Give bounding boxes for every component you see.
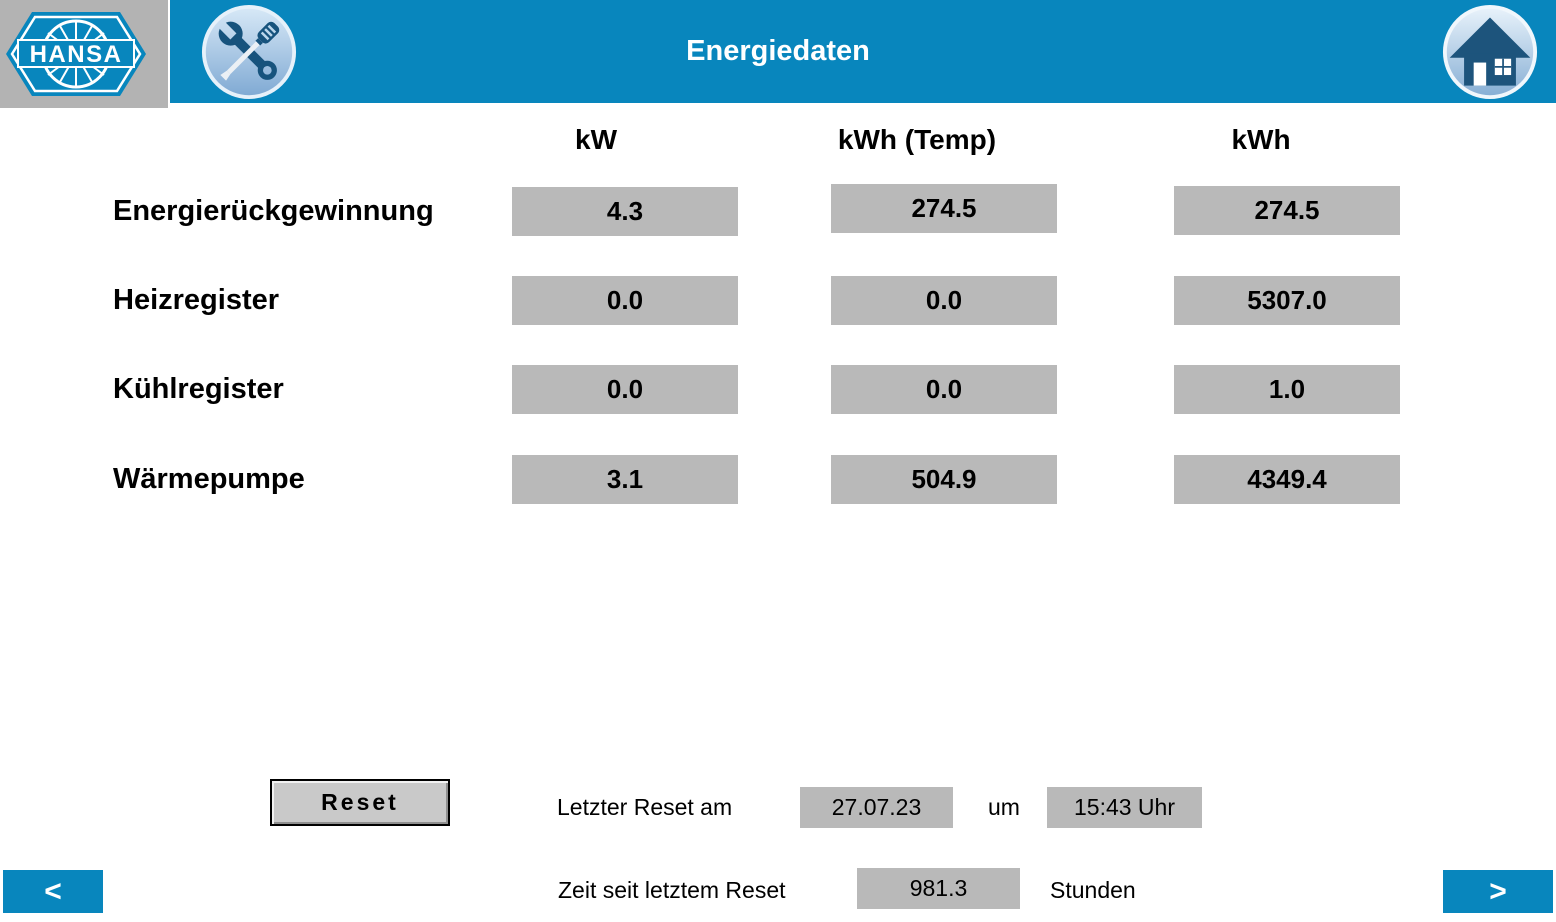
value-field: 274.5: [831, 184, 1057, 233]
hansa-logo-text: HANSA: [30, 41, 123, 68]
home-icon: [1442, 4, 1538, 100]
elapsed-unit-label: Stunden: [1050, 877, 1136, 903]
reset-button[interactable]: Reset: [270, 779, 450, 826]
row-label-waermepumpe: Wärmepumpe: [113, 463, 305, 495]
previous-page-button[interactable]: <: [3, 870, 103, 913]
last-reset-time-field: 15:43 Uhr: [1047, 787, 1202, 828]
column-header-kwh-temp: kWh (Temp): [837, 124, 997, 155]
value-field: 0.0: [512, 276, 738, 325]
value-field: 0.0: [831, 365, 1057, 414]
value-field: 274.5: [1174, 186, 1400, 235]
value-field: 504.9: [831, 455, 1057, 504]
settings-tools-button[interactable]: [201, 4, 297, 100]
elapsed-hours-field: 981.3: [857, 868, 1020, 909]
value-field: 1.0: [1174, 365, 1400, 414]
tools-icon: [201, 4, 297, 100]
home-button[interactable]: [1442, 4, 1538, 100]
elapsed-time-label: Zeit seit letztem Reset: [558, 877, 786, 903]
row-label-kuehlregister: Kühlregister: [113, 373, 284, 405]
column-header-kwh: kWh: [1231, 124, 1291, 155]
last-reset-date-field: 27.07.23: [800, 787, 953, 828]
value-field: 0.0: [512, 365, 738, 414]
hansa-logo-icon: HANSA: [6, 12, 146, 96]
next-page-button[interactable]: >: [1443, 870, 1553, 913]
column-header-kw: kW: [575, 124, 617, 155]
value-field: 4349.4: [1174, 455, 1400, 504]
hansa-logo: HANSA: [0, 0, 168, 108]
header-bar: [170, 0, 1556, 103]
value-field: 5307.0: [1174, 276, 1400, 325]
value-field: 3.1: [512, 455, 738, 504]
value-field: 0.0: [831, 276, 1057, 325]
um-label: um: [988, 794, 1020, 820]
page-title: Energiedaten: [686, 35, 870, 67]
row-label-heizregister: Heizregister: [113, 284, 280, 316]
last-reset-label: Letzter Reset am: [557, 794, 733, 820]
value-field: 4.3: [512, 187, 738, 236]
row-label-energierueckgewinnung: Energierückgewinnung: [113, 195, 434, 227]
